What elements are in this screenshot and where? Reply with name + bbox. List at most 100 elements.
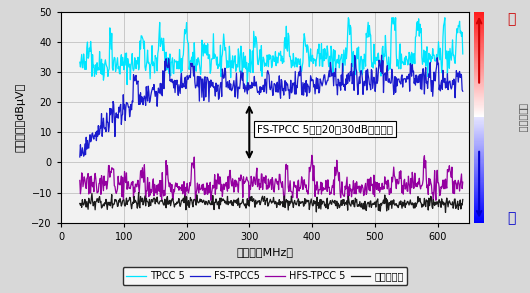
Bar <box>474 111 484 112</box>
Bar <box>474 177 484 178</box>
Bar <box>474 176 484 177</box>
Text: FS-TPCC 5と比20～30dBの効果！: FS-TPCC 5と比20～30dBの効果！ <box>257 124 393 134</box>
Bar <box>474 24 484 25</box>
Bar <box>474 66 484 67</box>
Bar <box>474 159 484 161</box>
Bar <box>474 40 484 41</box>
Bar <box>474 89 484 90</box>
Bar <box>474 206 484 207</box>
Bar <box>474 35 484 36</box>
Bar <box>474 200 484 202</box>
Bar <box>474 174 484 175</box>
Bar <box>474 135 484 136</box>
Bar <box>474 70 484 71</box>
FS-TPCC5 <box>365 73 372 76</box>
Bar <box>474 168 484 169</box>
Bar <box>474 77 484 78</box>
FS-TPCC5 <box>250 81 256 85</box>
Bar <box>474 49 484 50</box>
Bar <box>474 75 484 76</box>
Bar <box>474 154 484 155</box>
基準ノイズ <box>136 191 142 194</box>
Bar <box>474 93 484 94</box>
Bar <box>474 150 484 151</box>
FS-TPCC5 <box>332 67 339 70</box>
Bar <box>474 216 484 217</box>
Bar <box>474 191 484 192</box>
Bar <box>474 62 484 63</box>
Bar <box>474 138 484 139</box>
Bar <box>474 145 484 146</box>
Bar <box>474 97 484 98</box>
基準ノイズ <box>77 202 83 205</box>
Text: 低: 低 <box>507 12 516 26</box>
Bar <box>474 169 484 170</box>
Bar <box>474 29 484 30</box>
Bar <box>474 211 484 212</box>
HFS-TPCC 5 <box>77 179 83 182</box>
Bar <box>474 22 484 23</box>
Bar <box>474 157 484 158</box>
基準ノイズ <box>333 204 339 207</box>
TPCC 5 <box>303 43 310 47</box>
Bar <box>474 180 484 182</box>
HFS-TPCC 5 <box>303 183 310 187</box>
Bar <box>474 112 484 113</box>
Bar <box>474 202 484 203</box>
Bar <box>474 21 484 22</box>
Bar <box>474 194 484 195</box>
Bar <box>474 74 484 75</box>
Bar <box>474 88 484 89</box>
Bar <box>474 61 484 62</box>
Bar <box>474 163 484 165</box>
HFS-TPCC 5 <box>144 176 151 179</box>
Bar <box>474 192 484 193</box>
Bar <box>474 132 484 133</box>
基準ノイズ <box>251 197 257 200</box>
Bar <box>474 20 484 21</box>
Bar <box>474 36 484 37</box>
基準ノイズ <box>443 211 449 214</box>
Bar <box>474 184 484 185</box>
Bar <box>474 81 484 82</box>
FS-TPCC5 <box>302 90 308 94</box>
HFS-TPCC 5 <box>175 185 181 188</box>
TPCC 5 <box>460 52 466 56</box>
Bar <box>474 78 484 79</box>
Bar <box>474 37 484 38</box>
Bar <box>474 33 484 34</box>
Bar <box>474 59 484 60</box>
Bar <box>474 42 484 43</box>
TPCC 5 <box>333 63 339 66</box>
TPCC 5 <box>77 60 83 64</box>
Bar <box>474 55 484 56</box>
Bar <box>474 152 484 153</box>
Bar <box>474 126 484 127</box>
Bar <box>474 26 484 28</box>
Bar <box>474 28 484 29</box>
Bar <box>474 125 484 126</box>
Legend: TPCC 5, FS-TPCC5, HFS-TPCC 5, 基準ノイズ: TPCC 5, FS-TPCC5, HFS-TPCC 5, 基準ノイズ <box>122 268 408 285</box>
Bar <box>474 17 484 18</box>
Bar <box>474 198 484 200</box>
Bar <box>474 53 484 54</box>
TPCC 5 <box>366 24 373 28</box>
Bar <box>474 18 484 19</box>
基準ノイズ <box>145 200 152 204</box>
Bar <box>474 183 484 184</box>
HFS-TPCC 5 <box>366 177 373 181</box>
Bar <box>474 178 484 179</box>
Bar <box>474 43 484 45</box>
Bar <box>474 63 484 64</box>
Bar <box>474 107 484 108</box>
Bar <box>474 222 484 223</box>
X-axis label: 周波数（MHz）: 周波数（MHz） <box>236 247 294 257</box>
TPCC 5 <box>345 16 351 20</box>
Bar <box>474 158 484 159</box>
Bar <box>474 129 484 130</box>
Bar <box>474 56 484 57</box>
Bar <box>474 179 484 180</box>
Bar <box>474 170 484 171</box>
Bar <box>474 79 484 80</box>
Bar <box>474 73 484 74</box>
